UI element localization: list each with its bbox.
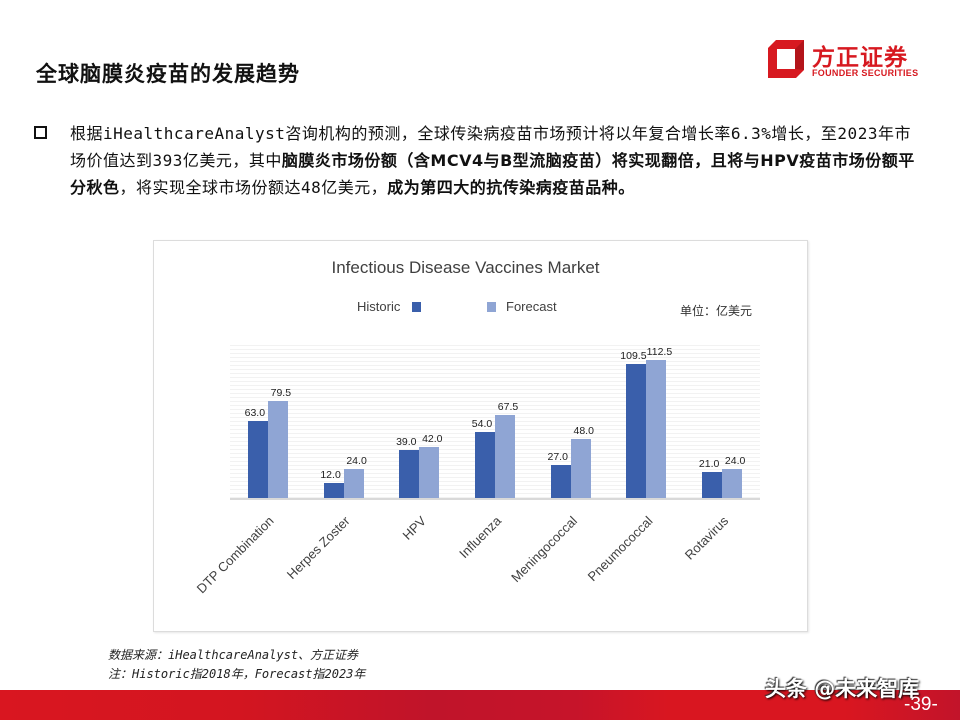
data-label: 42.0 — [422, 432, 443, 445]
square-bullet-icon — [34, 126, 47, 139]
logo-text-cn: 方正证券 — [812, 45, 908, 71]
bar-historic — [702, 472, 723, 498]
x-tick-label: Influenza — [456, 513, 505, 562]
data-label: 112.5 — [646, 346, 673, 359]
data-label: 63.0 — [244, 406, 266, 419]
x-tick-label: Pneumococcal — [584, 513, 656, 585]
data-label: 39.0 — [396, 436, 417, 449]
x-tick-label: Meningococcal — [508, 513, 581, 586]
source-note: 数据来源：iHealthcareAnalyst、方正证券 注：Historic指… — [108, 646, 365, 684]
footer-band — [0, 690, 960, 720]
x-tick-label: HPV — [399, 513, 429, 543]
data-label: 21.0 — [698, 458, 720, 471]
legend-label: Forecast — [506, 299, 557, 314]
plot-area: 63.0 79.5 12.0 24.0 39.0 42.0 54.0 67.5 27.0 48.0… — [230, 345, 760, 498]
data-label: 12.0 — [320, 469, 341, 482]
data-label: 24.0 — [346, 454, 367, 467]
source-text: 数据来源：iHealthcareAnalyst、方正证券 — [108, 648, 359, 662]
bar-historic — [475, 431, 495, 498]
bar-forecast — [267, 400, 288, 498]
data-label: 24.0 — [724, 454, 746, 467]
bar-forecast — [419, 446, 440, 498]
text-segment: 根据iHealthcareAnalyst咨询机构的预测，全球传染病疫苗市场预计将… — [70, 124, 911, 170]
chart-title: Infectious Disease Vaccines Market — [331, 258, 600, 277]
data-label: 109.5 — [620, 349, 647, 362]
legend-swatch-forecast — [487, 301, 496, 312]
data-label: 27.0 — [547, 450, 568, 463]
bar-forecast — [343, 468, 364, 498]
text-segment: ，将实现全球市场份额达48亿美元， — [119, 178, 388, 197]
data-label: 54.0 — [471, 417, 493, 430]
bullet-text: 根据iHealthcareAnalyst咨询机构的预测，全球传染病疫苗市场预计将… — [70, 120, 924, 201]
legend-swatch-historic — [412, 301, 422, 312]
legend-label: Historic — [357, 299, 401, 314]
bar-historic — [247, 420, 268, 498]
bar-forecast — [570, 439, 591, 498]
data-label: 48.0 — [573, 425, 594, 438]
company-logo: 方正证券 FOUNDER SECURITIES — [768, 38, 938, 82]
unit-label: 单位：亿美元 — [680, 304, 753, 318]
bar-forecast — [495, 415, 515, 498]
logo-text-en: FOUNDER SECURITIES — [812, 68, 919, 78]
data-label: 67.5 — [497, 401, 519, 414]
legend-item-historic: Historic — [357, 299, 422, 314]
bar-forecast — [646, 360, 667, 498]
x-tick-label: Herpes Zoster — [284, 513, 353, 583]
founder-logo-icon — [768, 40, 804, 78]
legend-item-forecast: Forecast — [487, 299, 557, 314]
bar-historic — [399, 450, 420, 498]
x-tick-label: DTP Combination — [194, 513, 278, 597]
bar-historic — [550, 464, 571, 498]
text-segment-bold: 脑膜炎市场份额（含MCV4与B型流脑疫苗）将实现翻倍，且将与HPV疫苗市场份额平… — [70, 151, 915, 197]
watermark: 头条 @未来智库 — [765, 677, 920, 701]
page-title: 全球脑膜炎疫苗的发展趋势 — [36, 61, 300, 86]
bar-historic — [626, 363, 647, 498]
x-axis-line — [230, 498, 760, 500]
x-tick-label: Rotavirus — [682, 513, 732, 563]
note-text: 注：Historic指2018年，Forecast指2023年 — [108, 667, 366, 681]
bar-historic — [323, 483, 344, 498]
chart-container: Infectious Disease Vaccines Market Histo… — [153, 240, 808, 632]
page-number: -39- — [904, 694, 938, 715]
bar-forecast — [722, 468, 743, 498]
data-label: 79.5 — [270, 386, 292, 399]
text-segment-bold: 成为第四大的抗传染病疫苗品种。 — [387, 178, 635, 197]
bullet-paragraph: 根据iHealthcareAnalyst咨询机构的预测，全球传染病疫苗市场预计将… — [34, 120, 924, 201]
